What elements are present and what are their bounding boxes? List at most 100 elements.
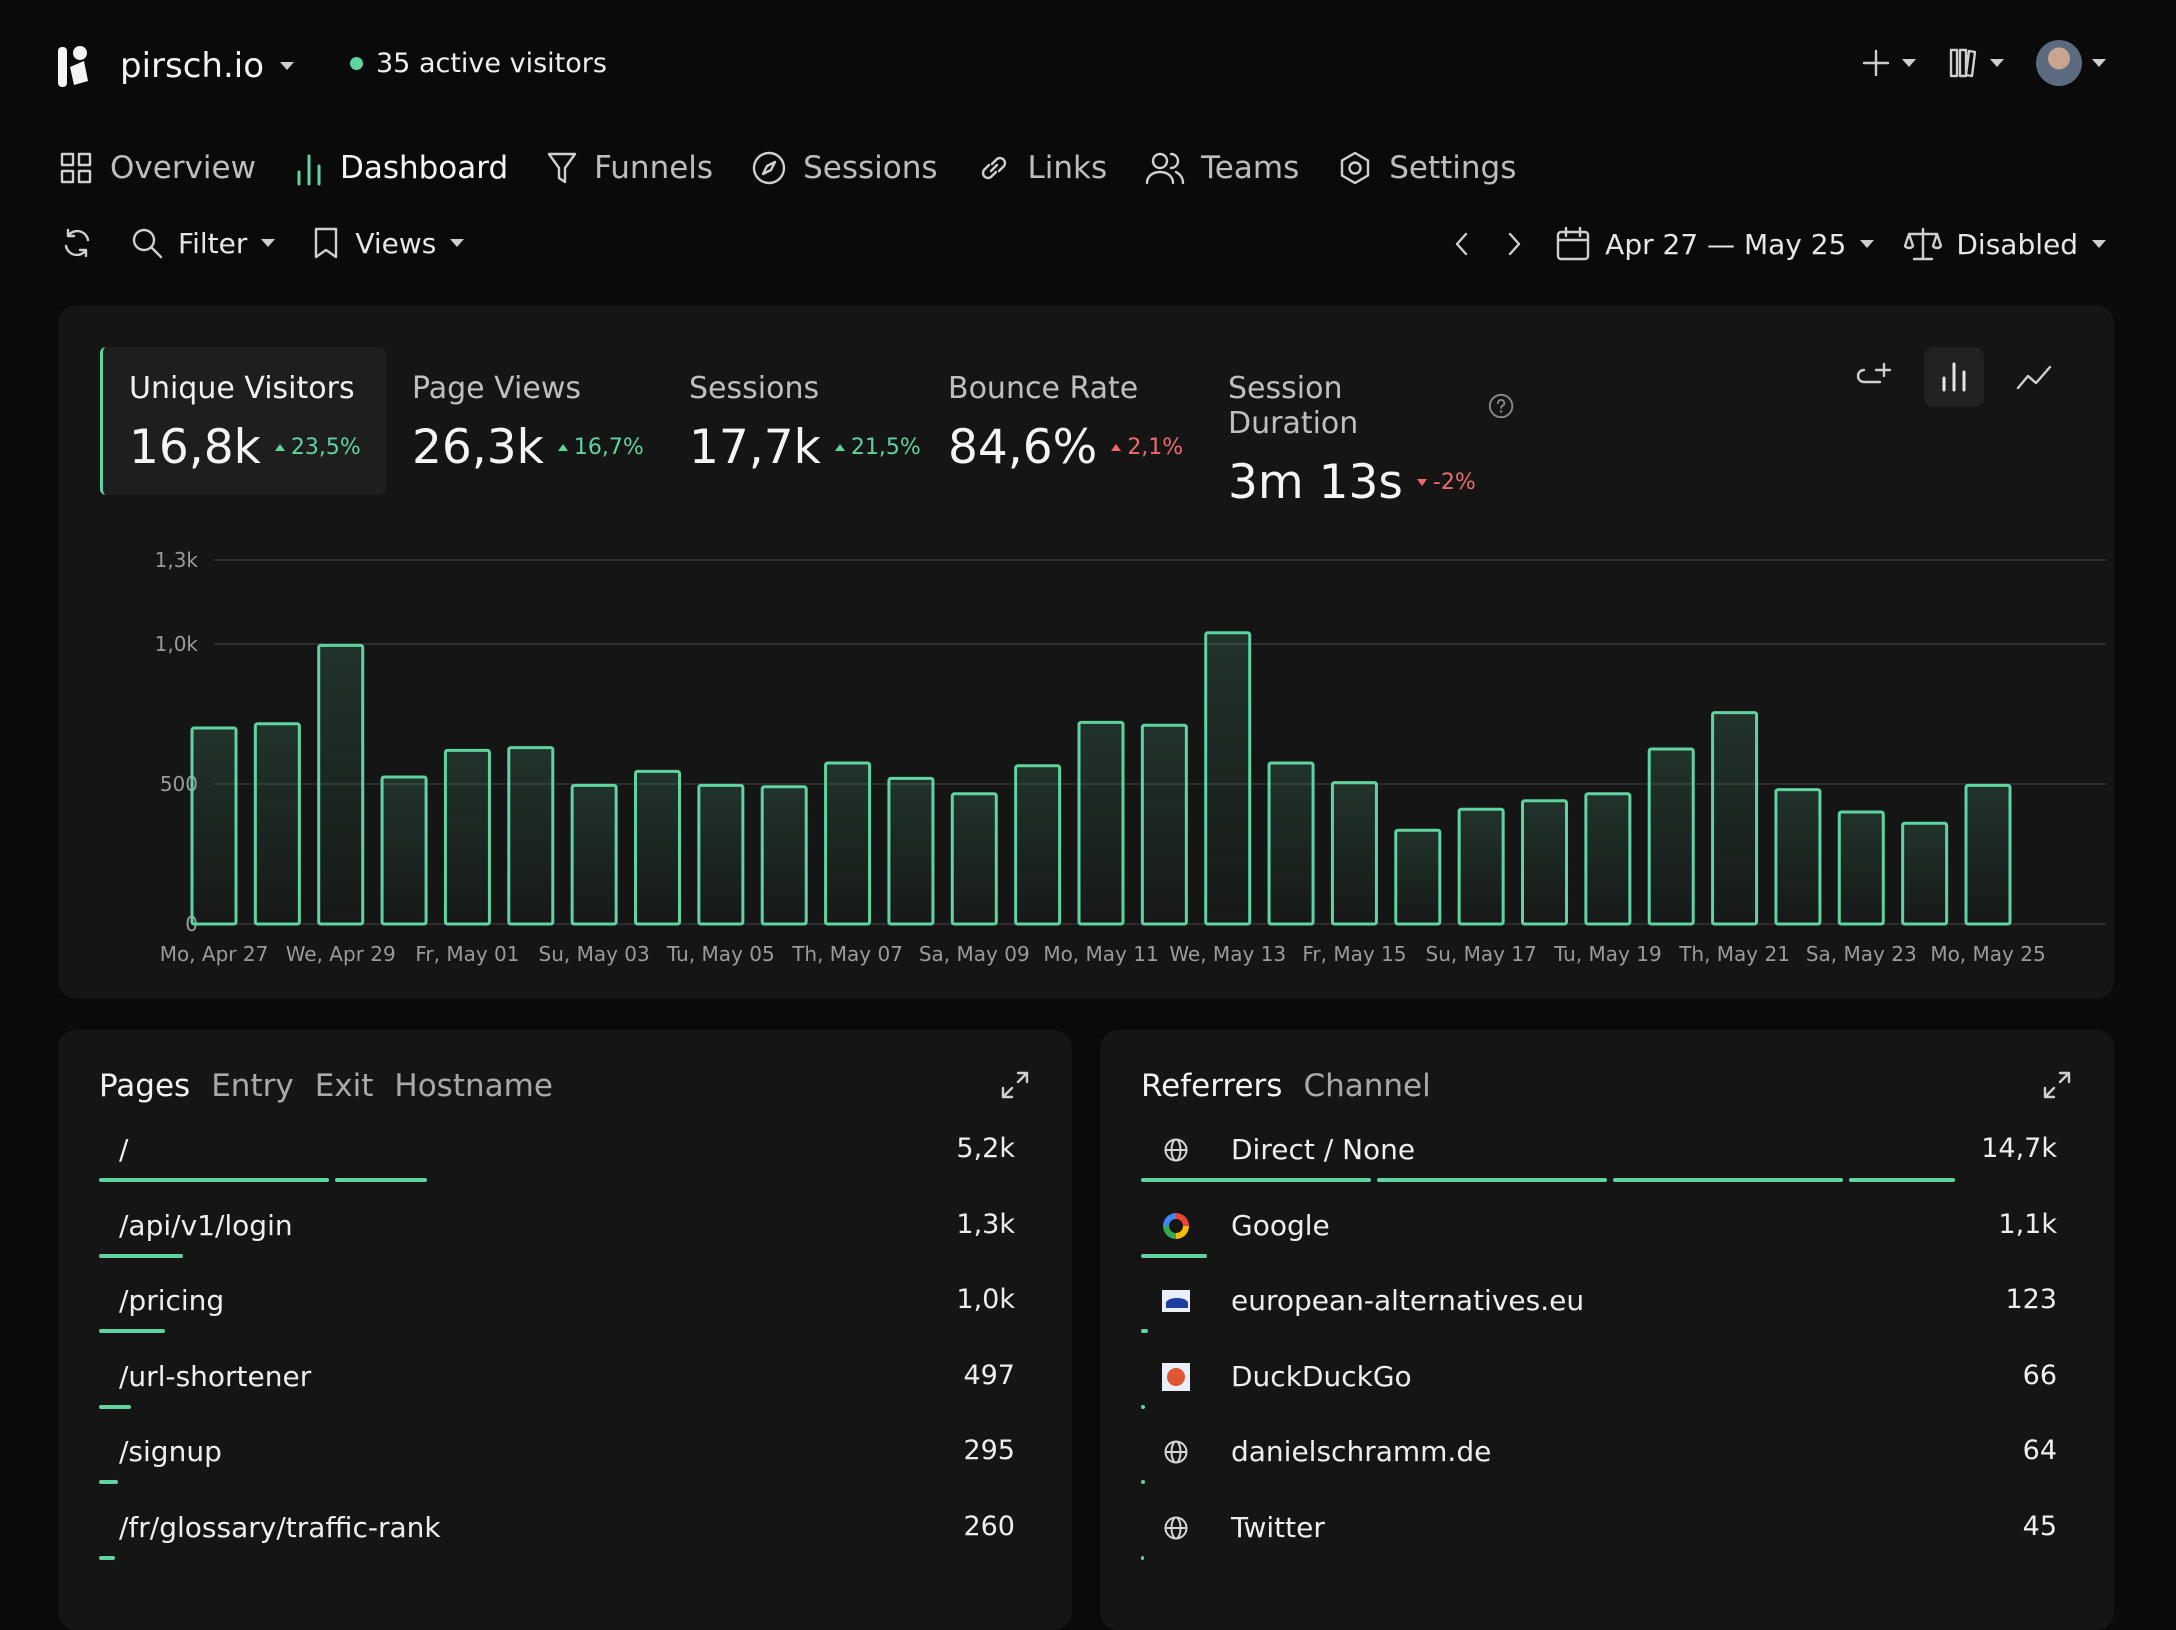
tab-hostname[interactable]: Hostname: [394, 1068, 553, 1104]
refresh-button[interactable]: [60, 226, 94, 260]
list-item[interactable]: /signup 295: [99, 1427, 1035, 1503]
metric-unique-visitors[interactable]: Unique Visitors 16,8k 23,5%: [100, 347, 386, 495]
bar-Su, May 17: [1457, 807, 1505, 926]
toolbar: Filter Views: [60, 226, 465, 260]
list-item[interactable]: /api/v1/login 1,3k: [99, 1201, 1035, 1277]
bar-Fr, May 22: [1774, 788, 1822, 926]
metric-page-views[interactable]: Page Views 26,3k 16,7%: [386, 347, 663, 495]
metric-label: Page Views: [412, 371, 581, 406]
gear-icon: [1341, 151, 1370, 185]
chevron-down-icon: [2092, 240, 2106, 248]
list-item[interactable]: / 5,2k: [99, 1125, 1035, 1201]
expand-referrers-button[interactable]: [2042, 1070, 2072, 1100]
bar-We, May 20: [1647, 747, 1695, 926]
row-value: 123: [2005, 1284, 2057, 1315]
filter-button[interactable]: Filter: [130, 226, 276, 260]
trend-up-icon: [274, 444, 285, 451]
help-icon[interactable]: [1488, 392, 1514, 420]
google-logo: [1163, 1212, 1189, 1239]
bar-Tu, May 05: [697, 783, 745, 926]
metric-label-text: Session Duration: [1228, 371, 1359, 441]
list-item[interactable]: Direct / None 14,7k: [1141, 1125, 2077, 1201]
bar-Fr, May 08: [887, 776, 935, 926]
share-bar: [99, 1480, 118, 1484]
date-range-picker[interactable]: Apr 27 — May 25: [1555, 226, 1875, 262]
metric-label: Bounce Rate: [948, 371, 1139, 406]
bar-chart-icon: [1942, 362, 1966, 392]
bar-Th, May 21: [1711, 711, 1759, 926]
share-bar: [1141, 1480, 1145, 1484]
nav-links[interactable]: Links: [976, 150, 1107, 186]
metric-sessions[interactable]: Sessions 17,7k 21,5%: [663, 347, 922, 495]
tab-exit[interactable]: Exit: [314, 1068, 374, 1104]
tab-entry[interactable]: Entry: [211, 1068, 294, 1104]
nav-teams[interactable]: Teams: [1145, 150, 1299, 186]
metric-delta: 16,7%: [557, 435, 644, 460]
list-item[interactable]: Google 1,1k: [1141, 1201, 2077, 1277]
metric-delta: 23,5%: [274, 435, 361, 460]
metric-label: Unique Visitors: [129, 371, 355, 406]
compare-button[interactable]: Disabled: [1904, 226, 2106, 262]
active-visitors[interactable]: 35 active visitors: [350, 48, 607, 79]
views-button[interactable]: Views: [311, 226, 465, 260]
list-item[interactable]: DuckDuckGo 66: [1141, 1352, 2077, 1428]
nav-sessions[interactable]: Sessions: [751, 150, 938, 186]
referrers-tabs: Referrers Channel: [1141, 1068, 1431, 1104]
share-bar: [1141, 1404, 1145, 1409]
x-tick-label: Tu, May 19: [1553, 942, 1662, 966]
globe-glyph: [1164, 1440, 1188, 1464]
row-value: 5,2k: [956, 1133, 1015, 1164]
globe-icon: [1161, 1135, 1191, 1165]
nav-overview[interactable]: Overview: [58, 150, 256, 186]
metric-session-duration[interactable]: Session Duration 3m 13s -2%: [1202, 347, 1542, 510]
metric-delta: 21,5%: [834, 435, 921, 460]
row-label: european-alternatives.eu: [1231, 1284, 1585, 1317]
user-menu-button[interactable]: [2036, 40, 2106, 86]
list-item[interactable]: european-alternatives.eu 123: [1141, 1276, 2077, 1352]
list-item[interactable]: /url-shortener 497: [99, 1352, 1035, 1428]
nav-dashboard[interactable]: Dashboard: [294, 150, 508, 186]
tab-channel[interactable]: Channel: [1303, 1068, 1431, 1104]
compass-icon: [752, 151, 786, 185]
brand[interactable]: pirsch.io: [56, 40, 295, 92]
nav-funnels[interactable]: Funnels: [546, 150, 713, 186]
share-bar-segment: [335, 1178, 427, 1182]
bar-chart-toggle[interactable]: [1924, 347, 1984, 407]
plus-icon: [1862, 49, 1890, 77]
line-chart-toggle[interactable]: [2004, 347, 2064, 407]
bar-Th, Apr 30: [380, 775, 428, 926]
metric-delta-value: 23,5%: [290, 435, 361, 460]
nav-label: Dashboard: [339, 150, 509, 186]
list-item[interactable]: /fr/glossary/traffic-rank 260: [99, 1503, 1035, 1579]
list-item[interactable]: danielschramm.de 64: [1141, 1427, 2077, 1503]
bar-Sa, May 16: [1394, 828, 1442, 926]
add-event-button[interactable]: [1844, 347, 1904, 407]
share-bar: [1141, 1555, 1144, 1560]
next-period-button[interactable]: [1503, 228, 1525, 260]
chevron-down-icon: [450, 239, 465, 247]
row-value: 45: [2022, 1510, 2057, 1542]
list-item[interactable]: Twitter 45: [1141, 1503, 2077, 1579]
metric-value: 84,6%: [948, 420, 1098, 475]
row-label: danielschramm.de: [1231, 1435, 1492, 1468]
european-alternatives-logo: [1162, 1290, 1190, 1312]
main-nav: Overview Dashboard Funnels Sessions Link…: [58, 150, 1516, 186]
chevron-left-icon: [1455, 232, 1468, 256]
bar-Sa, May 09: [950, 792, 998, 926]
refresh-icon: [64, 228, 90, 258]
globe-glyph: [1164, 1138, 1188, 1162]
list-item[interactable]: /pricing 1,0k: [99, 1276, 1035, 1352]
prev-period-button[interactable]: [1451, 228, 1473, 260]
share-bar-segment: [1141, 1480, 1145, 1484]
dashboard-switch-button[interactable]: [1948, 46, 2004, 80]
x-tick-label: We, Apr 29: [286, 942, 396, 966]
expand-pages-button[interactable]: [1000, 1070, 1030, 1100]
metric-bounce-rate[interactable]: Bounce Rate 84,6% 2,1%: [922, 347, 1202, 495]
x-tick-label: Fr, May 01: [415, 942, 519, 966]
tab-referrers[interactable]: Referrers: [1141, 1068, 1283, 1104]
nav-settings[interactable]: Settings: [1337, 150, 1516, 186]
date-range-label: Apr 27 — May 25: [1605, 227, 1847, 261]
tab-pages[interactable]: Pages: [99, 1068, 191, 1104]
add-menu-button[interactable]: [1860, 47, 1916, 79]
duckduckgo-icon: [1161, 1362, 1191, 1392]
